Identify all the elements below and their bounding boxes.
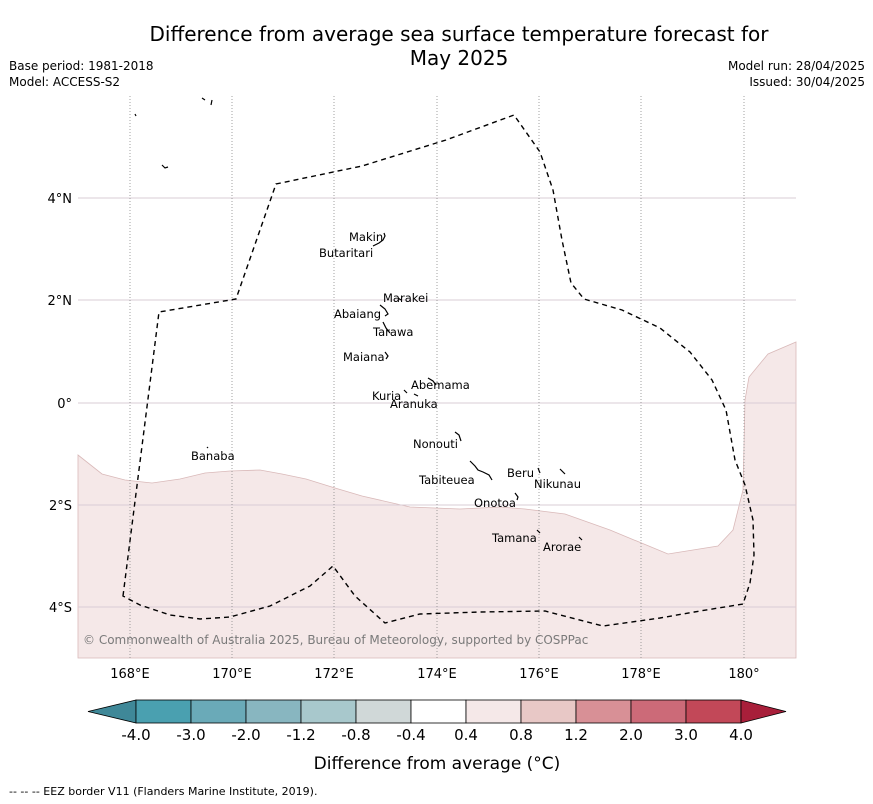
colorbar-bin bbox=[245, 699, 302, 724]
x-tick-172e: 172°E bbox=[314, 667, 354, 682]
island-label-onotoa: Onotoa bbox=[474, 496, 516, 510]
y-tick-2s: 2°S bbox=[49, 499, 72, 514]
coast-mark bbox=[537, 467, 541, 474]
x-tick-178e: 178°E bbox=[621, 667, 661, 682]
meta-left: Base period: 1981-2018 Model: ACCESS-S2 bbox=[9, 58, 154, 90]
base-period: Base period: 1981-2018 bbox=[9, 59, 154, 73]
island-label-nonouti: Nonouti bbox=[413, 437, 458, 451]
coast-mark bbox=[427, 377, 437, 386]
coast-mark bbox=[201, 97, 213, 106]
x-tick-174e: 174°E bbox=[417, 667, 457, 682]
island-label-tabiteuea: Tabiteuea bbox=[418, 473, 475, 487]
coast-mark bbox=[384, 351, 389, 360]
title-line-1: Difference from average sea surface temp… bbox=[149, 22, 769, 46]
island-label-makin: Makin bbox=[349, 230, 383, 244]
island-label-banaba: Banaba bbox=[191, 449, 235, 463]
warm-anomaly-area bbox=[77, 341, 797, 659]
coast-mark bbox=[403, 389, 419, 397]
colorbar bbox=[87, 699, 787, 724]
island-label-abemama: Abemama bbox=[411, 378, 470, 392]
coast-mark bbox=[578, 536, 583, 541]
longitude-gridlines bbox=[129, 96, 745, 658]
colorbar-tick-label: 4.0 bbox=[729, 726, 753, 744]
colorbar-tick-label: 1.2 bbox=[564, 726, 588, 744]
copyright-note: © Commonwealth of Australia 2025, Bureau… bbox=[83, 633, 588, 647]
island-label-aranuka: Aranuka bbox=[390, 397, 438, 411]
coast-mark bbox=[379, 304, 389, 317]
coast-mark bbox=[134, 113, 137, 117]
colorbar-arrow-low bbox=[87, 699, 137, 724]
coastlines bbox=[134, 97, 583, 541]
island-label-tarawa: Tarawa bbox=[372, 325, 413, 339]
colorbar-bin bbox=[410, 699, 467, 724]
eez-legend-note: -- -- -- EEZ border V11 (Flanders Marine… bbox=[9, 785, 318, 798]
meta-right: Model run: 28/04/2025 Issued: 30/04/2025 bbox=[728, 58, 865, 90]
x-tick-176e: 176°E bbox=[519, 667, 559, 682]
colorbar-tick-label: 2.0 bbox=[619, 726, 643, 744]
colorbar-bin bbox=[300, 699, 357, 724]
colorbar-bin bbox=[575, 699, 632, 724]
colorbar-label: Difference from average (°C) bbox=[314, 754, 561, 774]
coast-mark bbox=[454, 431, 462, 442]
island-label-arorae: Arorae bbox=[543, 540, 581, 554]
colorbar-bin bbox=[630, 699, 687, 724]
y-tick-4n: 4°N bbox=[48, 192, 73, 207]
x-tick-170e: 170°E bbox=[212, 667, 252, 682]
coast-mark bbox=[206, 446, 209, 449]
y-tick-4s: 4°S bbox=[49, 601, 72, 616]
title-line-2: May 2025 bbox=[409, 46, 509, 70]
colorbar-bin bbox=[190, 699, 247, 724]
island-label-butaritari: Butaritari bbox=[319, 246, 373, 260]
colorbar-tick-label: -1.2 bbox=[286, 726, 315, 744]
island-label-marakei: Marakei bbox=[383, 291, 428, 305]
model-run: Model run: 28/04/2025 bbox=[727, 59, 865, 73]
island-labels: Makin Butaritari Marakei Abaiang Tarawa … bbox=[191, 230, 581, 554]
coast-mark bbox=[469, 460, 493, 481]
y-axis-ticks: 4°N 2°N 0° 2°S 4°S bbox=[48, 192, 73, 616]
coast-mark bbox=[559, 468, 566, 475]
coast-mark bbox=[372, 232, 386, 247]
model-name: Model: ACCESS-S2 bbox=[9, 75, 121, 89]
island-label-kuria: Kuria bbox=[372, 389, 401, 403]
colorbar-tick-label: -3.0 bbox=[176, 726, 205, 744]
colorbar-tick-labels: -4.0 -3.0 -2.0 -1.2 -0.8 -0.4 0.4 0.8 1.2 2.0 3.0 4… bbox=[121, 726, 753, 744]
coast-mark bbox=[161, 164, 169, 169]
map-panel: Makin Butaritari Marakei Abaiang Tarawa … bbox=[77, 96, 797, 659]
x-tick-168e: 168°E bbox=[110, 667, 150, 682]
island-label-nikunau: Nikunau bbox=[534, 477, 581, 491]
colorbar-bin bbox=[465, 699, 522, 724]
x-tick-180: 180° bbox=[728, 667, 759, 682]
chart-title: Difference from average sea surface temp… bbox=[0, 22, 873, 70]
island-label-beru: Beru bbox=[507, 466, 534, 480]
colorbar-tick-label: -4.0 bbox=[121, 726, 150, 744]
issued-date: Issued: 30/04/2025 bbox=[749, 75, 865, 89]
island-label-tamana: Tamana bbox=[491, 531, 537, 545]
colorbar-arrow-high bbox=[740, 699, 787, 724]
colorbar-tick-label: -2.0 bbox=[231, 726, 260, 744]
colorbar-tick-label: 3.0 bbox=[674, 726, 698, 744]
island-label-abaiang: Abaiang bbox=[334, 307, 381, 321]
colorbar-bin bbox=[685, 699, 742, 724]
y-tick-2n: 2°N bbox=[48, 294, 73, 309]
colorbar-tick-label: -0.4 bbox=[396, 726, 425, 744]
colorbar-tick-label: -0.8 bbox=[341, 726, 370, 744]
colorbar-tick-label: 0.8 bbox=[509, 726, 533, 744]
coast-mark bbox=[536, 529, 541, 534]
coast-mark bbox=[397, 297, 402, 301]
eez-border bbox=[122, 114, 755, 627]
colorbar-bin bbox=[520, 699, 577, 724]
y-tick-0: 0° bbox=[57, 397, 72, 412]
colorbar-tick-label: 0.4 bbox=[454, 726, 478, 744]
colorbar-bin bbox=[355, 699, 412, 724]
coast-mark bbox=[382, 321, 391, 334]
island-label-maiana: Maiana bbox=[343, 350, 385, 364]
colorbar-bin bbox=[135, 699, 192, 724]
x-axis-ticks: 168°E 170°E 172°E 174°E 176°E 178°E 180° bbox=[110, 667, 759, 682]
coast-mark bbox=[514, 492, 519, 501]
